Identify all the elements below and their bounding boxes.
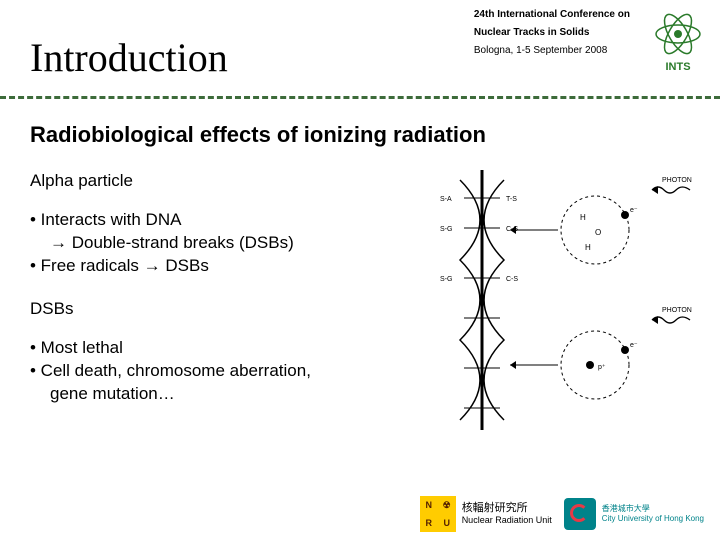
- dsbs-bullet-1: • Most lethal: [30, 337, 410, 360]
- ints-logo: INTS: [644, 6, 712, 74]
- alpha-bullet-2: • Free radicals → DSBs: [30, 255, 410, 278]
- alpha-heading: Alpha particle: [30, 170, 410, 193]
- conf-line-2: Nuclear Tracks in Solids: [474, 24, 630, 42]
- conf-line-1: 24th International Conference on: [474, 6, 630, 24]
- dsbs-heading: DSBs: [30, 298, 410, 321]
- diagram-column: S-A T-S S-G C-S S-G C-S PHOTON: [420, 170, 700, 435]
- svg-text:C-S: C-S: [506, 276, 518, 283]
- page-title: Introduction: [30, 34, 228, 81]
- text-column: Alpha particle • Interacts with DNA → Do…: [30, 170, 410, 435]
- slide-footer: N ☢ R U 核輻射研究所 Nuclear Radiation Unit 香港…: [420, 496, 704, 532]
- dsbs-bullet-2-cont: gene mutation…: [30, 383, 410, 406]
- svg-text:e⁻: e⁻: [630, 342, 638, 349]
- nru-logo-icon: N ☢ R U: [420, 496, 456, 532]
- cityu-block: 香港城市大學 City University of Hong Kong: [564, 498, 704, 530]
- conference-info: 24th International Conference on Nuclear…: [474, 6, 630, 60]
- section-title: Radiobiological effects of ionizing radi…: [30, 122, 690, 148]
- svg-text:e⁻: e⁻: [630, 207, 638, 214]
- dsbs-bullets: • Most lethal • Cell death, chromosome a…: [30, 337, 410, 406]
- cityu-cn: 香港城市大學: [602, 504, 704, 514]
- logo-text: INTS: [665, 61, 690, 73]
- nru-block: N ☢ R U 核輻射研究所 Nuclear Radiation Unit: [420, 496, 552, 532]
- alpha-bullet-1-sub: → Double-strand breaks (DSBs): [30, 232, 410, 255]
- alpha-bullets: • Interacts with DNA → Double-strand bre…: [30, 209, 410, 278]
- svg-text:T-S: T-S: [506, 196, 517, 203]
- dna-radiation-diagram: S-A T-S S-G C-S S-G C-S PHOTON: [420, 170, 700, 430]
- atom-icon: INTS: [644, 6, 712, 74]
- svg-text:PHOTON: PHOTON: [662, 307, 692, 314]
- dsbs-bullet-2: • Cell death, chromosome aberration,: [30, 360, 410, 383]
- alpha-bullet-1: • Interacts with DNA: [30, 209, 410, 232]
- conf-line-3: Bologna, 1-5 September 2008: [474, 42, 630, 60]
- slide-content: Radiobiological effects of ionizing radi…: [0, 98, 720, 435]
- svg-text:S-G: S-G: [440, 276, 452, 283]
- svg-text:S-G: S-G: [440, 226, 452, 233]
- svg-text:p⁺: p⁺: [598, 364, 606, 371]
- cityu-en: City University of Hong Kong: [602, 514, 704, 524]
- slide-header: Introduction 24th International Conferen…: [0, 0, 720, 98]
- svg-text:PHOTON: PHOTON: [662, 177, 692, 184]
- header-divider: [0, 96, 720, 99]
- nru-cn: 核輻射研究所: [462, 502, 552, 515]
- svg-text:H: H: [580, 213, 586, 222]
- cityu-text: 香港城市大學 City University of Hong Kong: [602, 504, 704, 523]
- svg-text:H: H: [585, 243, 591, 252]
- nru-en: Nuclear Radiation Unit: [462, 515, 552, 526]
- nru-text: 核輻射研究所 Nuclear Radiation Unit: [462, 502, 552, 526]
- body-row: Alpha particle • Interacts with DNA → Do…: [30, 170, 690, 435]
- svg-text:S-A: S-A: [440, 196, 452, 203]
- cityu-logo-icon: [564, 498, 596, 530]
- svg-text:O: O: [595, 228, 601, 237]
